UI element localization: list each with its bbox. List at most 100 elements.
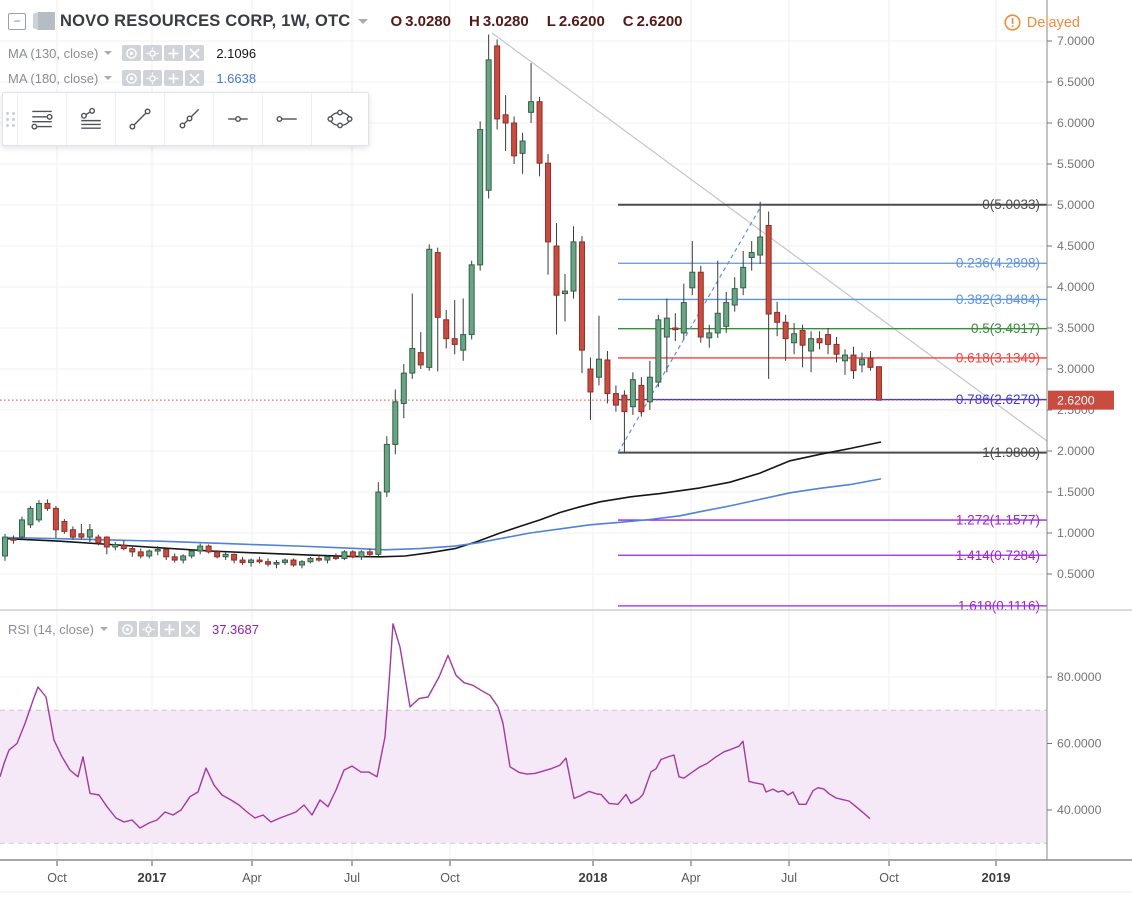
candle bbox=[511, 116, 518, 164]
indicator-row-ma180: MA (180, close) 1.6638 bbox=[8, 69, 256, 87]
candle-body bbox=[154, 548, 161, 552]
symbol-logo-icon bbox=[33, 12, 55, 30]
candle-body bbox=[10, 538, 17, 541]
ma130-remove-button[interactable] bbox=[185, 45, 205, 61]
tool-ellipse[interactable] bbox=[311, 93, 368, 145]
symbol-menu-caret-icon[interactable] bbox=[358, 18, 369, 24]
ma130-menu-caret-icon[interactable] bbox=[104, 51, 113, 55]
candle bbox=[553, 223, 560, 335]
candle-body bbox=[748, 252, 755, 258]
time-axis[interactable]: Oct 2017 Apr Jul Oct 2018 Apr Jul Oct 2019 bbox=[47, 861, 1010, 885]
time-tick-label: 2017 bbox=[138, 870, 167, 885]
candle-body bbox=[655, 319, 662, 383]
candle bbox=[231, 553, 238, 564]
plus-icon bbox=[164, 624, 175, 634]
price-tick-label: 2.0000 bbox=[1057, 444, 1095, 458]
candle-body bbox=[35, 502, 42, 521]
ma130-settings-button[interactable] bbox=[143, 45, 163, 61]
candle bbox=[86, 523, 93, 543]
candle bbox=[375, 482, 382, 556]
candle-body bbox=[120, 544, 127, 550]
ma180-remove-button[interactable] bbox=[185, 70, 205, 86]
candle-body bbox=[146, 550, 153, 557]
symbol-title[interactable]: NOVO RESOURCES CORP, 1W, OTC bbox=[60, 11, 351, 30]
ma130-controls bbox=[122, 45, 206, 61]
ma180-visibility-button[interactable] bbox=[122, 70, 142, 86]
rsi-axis[interactable]: 80.0000 60.0000 40.0000 bbox=[1047, 670, 1102, 817]
fib-retracement[interactable]: 0(5.0033)0.236(4.2898)0.382(3.8484)0.5(3… bbox=[618, 197, 1047, 613]
rsi-remove-button[interactable] bbox=[180, 621, 200, 637]
ma180-controls bbox=[122, 70, 206, 86]
fib-retracement-icon bbox=[31, 110, 53, 130]
candle bbox=[765, 211, 772, 379]
candle bbox=[799, 324, 806, 368]
candle bbox=[214, 550, 221, 559]
tool-trend-line[interactable] bbox=[115, 93, 164, 145]
rsi-add-button[interactable] bbox=[159, 621, 179, 637]
candle-body bbox=[528, 101, 535, 113]
candle-body bbox=[511, 122, 518, 157]
candle-body bbox=[69, 529, 76, 538]
ma130-line[interactable] bbox=[7, 441, 882, 558]
candle bbox=[485, 34, 492, 199]
candle bbox=[180, 554, 187, 564]
toolbar-drag-handle[interactable] bbox=[3, 93, 17, 145]
price-axis[interactable]: 7.0000 6.5000 6.0000 5.5000 5.0000 4.5000 4.00… bbox=[1047, 34, 1114, 581]
delayed-data-badge[interactable]: Delayed bbox=[1004, 14, 1080, 31]
horizontal-line-icon bbox=[228, 116, 248, 122]
candle-body bbox=[315, 557, 322, 561]
ma180-settings-button[interactable] bbox=[143, 70, 163, 86]
candle-body bbox=[714, 312, 721, 334]
tool-horizontal-line[interactable] bbox=[213, 93, 262, 145]
candle-body bbox=[137, 551, 144, 557]
candle bbox=[197, 543, 204, 555]
candle bbox=[629, 372, 636, 415]
candle bbox=[222, 551, 229, 561]
ma180-add-button[interactable] bbox=[164, 70, 184, 86]
candle-body bbox=[205, 545, 212, 553]
eye-icon bbox=[122, 623, 133, 635]
tool-trend-based-fib-extension[interactable] bbox=[66, 93, 115, 145]
candle bbox=[646, 360, 653, 410]
close-icon bbox=[189, 72, 200, 84]
tool-fib-retracement[interactable] bbox=[17, 93, 66, 145]
candle-body bbox=[494, 45, 501, 120]
candle bbox=[825, 328, 832, 355]
price-tick-label: 1.5000 bbox=[1057, 485, 1095, 499]
ray-icon bbox=[179, 108, 200, 129]
candle-body bbox=[197, 545, 204, 552]
candle-body bbox=[358, 551, 365, 558]
candle bbox=[358, 550, 365, 561]
tool-horizontal-ray[interactable] bbox=[262, 93, 311, 145]
rsi-visibility-button[interactable] bbox=[117, 621, 137, 637]
candle bbox=[95, 534, 102, 546]
candle bbox=[324, 555, 331, 564]
candle-body bbox=[646, 376, 653, 403]
candle bbox=[44, 499, 51, 511]
candle-body bbox=[332, 556, 339, 559]
rsi-settings-button[interactable] bbox=[138, 621, 158, 637]
candle-body bbox=[273, 562, 280, 565]
candle bbox=[638, 377, 645, 417]
collapse-panel-button[interactable]: − bbox=[8, 12, 26, 30]
rsi-menu-caret-icon[interactable] bbox=[99, 627, 108, 631]
candle-body bbox=[502, 114, 509, 124]
candle bbox=[315, 555, 322, 562]
candle bbox=[808, 331, 815, 373]
candle-body bbox=[451, 338, 458, 345]
price-tick-label: 4.5000 bbox=[1057, 239, 1095, 253]
candle-body bbox=[757, 236, 764, 256]
candle bbox=[587, 357, 594, 420]
ma130-add-button[interactable] bbox=[164, 45, 184, 61]
candle bbox=[697, 265, 704, 343]
ma180-menu-caret-icon[interactable] bbox=[104, 76, 113, 80]
ellipse-icon bbox=[327, 109, 353, 129]
time-tick-label: Apr bbox=[681, 871, 700, 885]
candle bbox=[163, 548, 170, 561]
candle bbox=[680, 283, 687, 340]
candle-body bbox=[61, 521, 68, 532]
tool-ray[interactable] bbox=[164, 93, 213, 145]
ma180-line[interactable] bbox=[7, 478, 882, 551]
ma130-visibility-button[interactable] bbox=[122, 45, 142, 61]
